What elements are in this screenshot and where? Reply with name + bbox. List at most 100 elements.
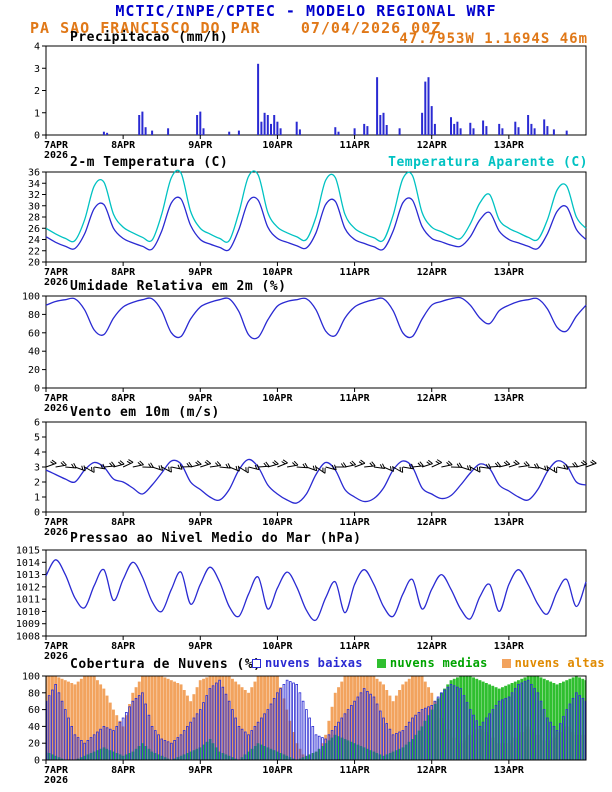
wind-speed-line <box>45 458 587 504</box>
svg-text:20: 20 <box>28 739 40 750</box>
svg-text:8APR: 8APR <box>111 267 136 278</box>
svg-text:1: 1 <box>34 108 40 119</box>
panel-title-wind: Vento em 10m (m/s) <box>70 405 220 420</box>
svg-text:13APR: 13APR <box>494 517 525 528</box>
svg-text:8APR: 8APR <box>111 765 136 776</box>
svg-text:10APR: 10APR <box>262 641 293 652</box>
svg-text:60: 60 <box>28 705 40 716</box>
svg-text:0: 0 <box>34 756 40 767</box>
svg-text:24: 24 <box>28 235 40 246</box>
svg-text:20: 20 <box>28 365 40 376</box>
svg-text:11APR: 11APR <box>340 267 371 278</box>
station-line: PA SAO FRANCISCO DO PAR 07/04/2026 00Z <box>30 19 442 37</box>
svg-text:2026: 2026 <box>44 651 68 662</box>
svg-text:7APR: 7APR <box>44 641 69 652</box>
panel-title-precipitation: Precipitacao (mm/h) <box>70 30 229 45</box>
svg-text:9APR: 9APR <box>188 517 213 528</box>
svg-text:7APR: 7APR <box>44 393 69 404</box>
svg-text:1014: 1014 <box>16 558 40 569</box>
svg-text:100: 100 <box>22 292 40 303</box>
humidity-line <box>45 296 587 340</box>
svg-text:2026: 2026 <box>44 403 68 414</box>
legend-label-high-clouds: nuvens altas <box>514 656 605 670</box>
svg-text:9APR: 9APR <box>188 393 213 404</box>
plot-frame <box>45 675 587 761</box>
svg-text:30: 30 <box>28 201 40 212</box>
svg-text:1009: 1009 <box>16 619 40 630</box>
svg-text:8APR: 8APR <box>111 140 136 151</box>
legend-item-low-clouds: nuvens baixas <box>252 656 363 670</box>
svg-text:5: 5 <box>34 433 40 444</box>
svg-text:0: 0 <box>34 131 40 142</box>
svg-text:7APR: 7APR <box>44 267 69 278</box>
legend-label-low-clouds: nuvens baixas <box>265 656 363 670</box>
svg-text:6: 6 <box>34 418 40 429</box>
svg-text:9APR: 9APR <box>188 641 213 652</box>
legend-item-mid-clouds: nuvens medias <box>376 656 488 670</box>
legend-item-high-clouds: nuvens altas <box>501 656 605 670</box>
apparent-temperature-legend: Temperatura Aparente (C) <box>388 155 588 170</box>
svg-text:8APR: 8APR <box>111 641 136 652</box>
y-axis: 0 1 2 3 4 5 6 <box>34 418 46 519</box>
y-axis: 0 1 2 3 4 <box>34 42 46 142</box>
mid-clouds-swatch-icon <box>376 658 386 668</box>
svg-text:13APR: 13APR <box>494 140 525 151</box>
svg-text:13APR: 13APR <box>494 641 525 652</box>
svg-text:12APR: 12APR <box>417 765 448 776</box>
svg-text:3: 3 <box>34 463 40 474</box>
svg-text:40: 40 <box>28 722 40 733</box>
page-title: MCTIC/INPE/CPTEC - MODELO REGIONAL WRF <box>115 2 497 20</box>
low-clouds-swatch-icon <box>252 658 261 668</box>
svg-text:2026: 2026 <box>44 775 68 786</box>
svg-text:2: 2 <box>34 86 40 97</box>
svg-text:28: 28 <box>28 213 40 224</box>
svg-text:4: 4 <box>34 448 40 459</box>
legend-label-mid-clouds: nuvens medias <box>389 656 488 670</box>
coords-line: 47.7953W 1.1694S 46m <box>399 31 588 47</box>
y-axis: 0 20 40 60 80 100 <box>22 292 46 395</box>
plot-frame <box>45 45 587 136</box>
svg-text:1015: 1015 <box>16 546 40 557</box>
svg-text:100: 100 <box>22 672 40 683</box>
svg-text:10APR: 10APR <box>262 140 293 151</box>
cloud-legend: nuvens baixas nuvens medias nuvens altas <box>252 656 605 670</box>
svg-text:11APR: 11APR <box>340 393 371 404</box>
svg-text:8APR: 8APR <box>111 393 136 404</box>
panel-title-pressure: Pressao ao Nivel Medio do Mar (hPa) <box>70 531 362 546</box>
svg-text:11APR: 11APR <box>340 765 371 776</box>
panel-title-clouds: Cobertura de Nuvens (%) <box>70 657 262 672</box>
svg-text:7APR: 7APR <box>44 765 69 776</box>
svg-text:12APR: 12APR <box>417 641 448 652</box>
svg-text:26: 26 <box>28 224 40 235</box>
svg-text:2026: 2026 <box>44 150 68 161</box>
svg-text:9APR: 9APR <box>188 140 213 151</box>
svg-text:7APR: 7APR <box>44 517 69 528</box>
svg-text:0: 0 <box>34 508 40 519</box>
svg-text:22: 22 <box>28 246 40 257</box>
svg-text:11APR: 11APR <box>340 140 371 151</box>
svg-text:12APR: 12APR <box>417 267 448 278</box>
svg-text:10APR: 10APR <box>262 393 293 404</box>
svg-text:1012: 1012 <box>16 582 40 593</box>
svg-text:4: 4 <box>34 42 40 53</box>
svg-text:60: 60 <box>28 328 40 339</box>
svg-text:32: 32 <box>28 190 40 201</box>
svg-text:80: 80 <box>28 310 40 321</box>
svg-text:11APR: 11APR <box>340 517 371 528</box>
svg-text:0: 0 <box>34 384 40 395</box>
svg-text:10APR: 10APR <box>262 517 293 528</box>
wind-barbs <box>45 459 597 474</box>
